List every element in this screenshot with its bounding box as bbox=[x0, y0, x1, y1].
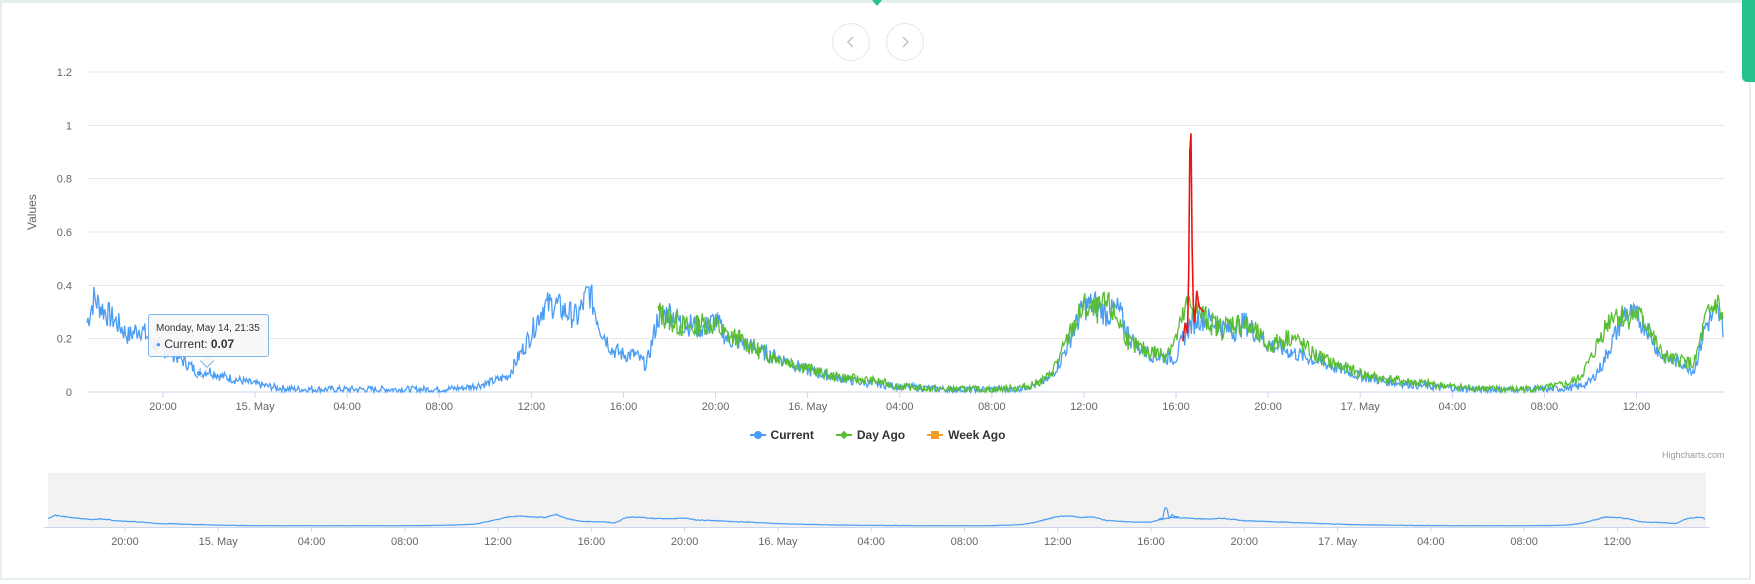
legend-item-day-ago[interactable]: Day Ago bbox=[835, 428, 906, 442]
x-tick-label: 20:00 bbox=[149, 401, 177, 413]
series-highlight-line bbox=[1182, 133, 1205, 342]
navigator-tick-label: 17. May bbox=[1318, 536, 1358, 548]
y-tick-label: 1 bbox=[66, 120, 72, 132]
navigator[interactable] bbox=[44, 473, 1710, 528]
navigator-x-ticks: 20:00 15. May 04:00 08:00 12:00 16:00 20:00 16.… bbox=[111, 527, 1631, 548]
navigator-tick-label: 12:00 bbox=[1604, 536, 1632, 548]
tooltip: Monday, May 14, 21:35 ● Current: 0.07 bbox=[148, 314, 269, 357]
legend-item-week-ago[interactable]: Week Ago bbox=[927, 428, 1005, 442]
hover-point bbox=[195, 369, 203, 377]
navigator-mask bbox=[48, 473, 1706, 527]
navigator-tick-label: 20:00 bbox=[111, 536, 139, 548]
legend-label: Week Ago bbox=[948, 428, 1006, 442]
x-tick-label: 04:00 bbox=[1439, 401, 1467, 413]
tooltip-value: 0.07 bbox=[210, 337, 235, 351]
navigator-tick-label: 12:00 bbox=[1044, 536, 1072, 548]
x-tick-label: 17. May bbox=[1341, 401, 1381, 413]
navigator-tick-label: 20:00 bbox=[1231, 536, 1259, 548]
y-tick-label: 1.2 bbox=[57, 67, 72, 79]
x-tick-label: 12:00 bbox=[1623, 401, 1651, 413]
navigator-tick-label: 04:00 bbox=[857, 536, 885, 548]
y-axis-title: Values bbox=[25, 194, 39, 230]
x-tick-label: 20:00 bbox=[1254, 401, 1282, 413]
y-tick-label: 0.8 bbox=[57, 174, 72, 186]
x-tick-label: 16:00 bbox=[1162, 401, 1190, 413]
navigator-tick-label: 08:00 bbox=[951, 536, 979, 548]
circle-marker-icon: ● bbox=[156, 340, 161, 349]
navigator-tick-label: 08:00 bbox=[1510, 536, 1538, 548]
navigator-tick-label: 04:00 bbox=[1417, 536, 1445, 548]
x-tick-label: 04:00 bbox=[886, 401, 914, 413]
legend-label: Current bbox=[770, 428, 814, 442]
side-tab[interactable] bbox=[1742, 0, 1755, 82]
navigator-tick-label: 16. May bbox=[758, 536, 798, 548]
previous-button[interactable] bbox=[832, 23, 870, 61]
y-tick-label: 0.4 bbox=[57, 280, 72, 292]
x-tick-label: 04:00 bbox=[333, 401, 361, 413]
series-lines bbox=[86, 133, 1724, 395]
navigator-peak-line bbox=[1157, 507, 1180, 521]
x-tick-label: 08:00 bbox=[426, 401, 454, 413]
x-axis-ticks: 20:00 15. May 04:00 08:00 12:00 16:00 20:00 16.… bbox=[149, 392, 1650, 413]
x-tick-label: 15. May bbox=[236, 401, 276, 413]
x-tick-label: 08:00 bbox=[978, 401, 1006, 413]
navigator-tick-label: 16:00 bbox=[1137, 536, 1165, 548]
square-marker-icon bbox=[927, 430, 944, 440]
circle-marker-icon bbox=[749, 430, 766, 440]
next-button[interactable] bbox=[886, 23, 924, 61]
y-tick-label: 0.2 bbox=[57, 334, 72, 346]
legend: Current Day Ago Week Ago bbox=[0, 428, 1755, 442]
y-axis-ticks: 0 0.2 0.4 0.6 0.8 1 1.2 bbox=[57, 67, 72, 399]
credits-link[interactable]: Highcharts.com bbox=[1662, 450, 1725, 460]
x-tick-label: 20:00 bbox=[702, 401, 730, 413]
x-tick-label: 16. May bbox=[788, 401, 828, 413]
navigator-tick-label: 12:00 bbox=[484, 536, 512, 548]
series-day-ago-line bbox=[657, 291, 1724, 395]
x-tick-label: 12:00 bbox=[518, 401, 546, 413]
navigator-tick-label: 20:00 bbox=[671, 536, 699, 548]
navigator-series-line bbox=[47, 513, 1706, 527]
navigator-tick-label: 04:00 bbox=[298, 536, 326, 548]
panel-indicator bbox=[872, 0, 882, 6]
y-tick-label: 0 bbox=[66, 387, 72, 399]
y-tick-label: 0.6 bbox=[57, 227, 72, 239]
navigator-tick-label: 16:00 bbox=[578, 536, 606, 548]
legend-item-current[interactable]: Current bbox=[749, 428, 814, 442]
x-tick-label: 12:00 bbox=[1070, 401, 1098, 413]
chevron-left-icon bbox=[846, 36, 854, 48]
grid-lines bbox=[87, 71, 1724, 393]
x-tick-label: 08:00 bbox=[1531, 401, 1559, 413]
chevron-right-icon bbox=[902, 36, 910, 48]
tooltip-series: Current bbox=[164, 337, 205, 351]
legend-label: Day Ago bbox=[856, 428, 906, 442]
tooltip-date: Monday, May 14, 21:35 bbox=[156, 323, 260, 334]
diamond-marker-icon bbox=[835, 430, 852, 440]
x-tick-label: 16:00 bbox=[610, 401, 638, 413]
navigator-tick-label: 08:00 bbox=[391, 536, 419, 548]
navigator-tick-label: 15. May bbox=[199, 536, 239, 548]
tooltip-row: ● Current: 0.07 bbox=[156, 337, 235, 351]
